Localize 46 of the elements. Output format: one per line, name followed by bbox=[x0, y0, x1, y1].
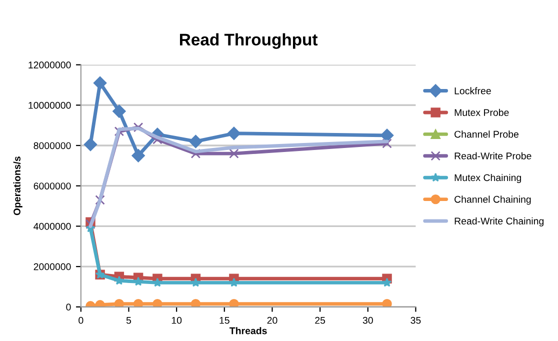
x-tick-label: 25 bbox=[315, 316, 326, 324]
legend-label: Read-Write Chaining bbox=[454, 217, 544, 226]
legend-label: Lockfree bbox=[454, 87, 491, 94]
point bbox=[229, 299, 239, 307]
point bbox=[134, 276, 143, 286]
point bbox=[84, 138, 98, 152]
chart-title: Read Throughput bbox=[180, 33, 318, 49]
point bbox=[191, 278, 200, 287]
point bbox=[114, 299, 124, 307]
x-tick-label: 5 bbox=[126, 316, 132, 324]
point bbox=[382, 299, 392, 307]
x-tick-label: 10 bbox=[172, 316, 182, 324]
y-tick-label: 0 bbox=[66, 304, 71, 311]
point bbox=[229, 278, 239, 287]
point bbox=[152, 299, 162, 307]
point bbox=[189, 134, 202, 148]
y-tick-label: 4000000 bbox=[34, 222, 71, 230]
y-tick-label: 12000000 bbox=[28, 62, 71, 68]
y-tick-label: 6000000 bbox=[34, 182, 71, 190]
x-tick-label: 20 bbox=[267, 316, 278, 324]
point bbox=[152, 278, 162, 287]
y-tick-label: 2000000 bbox=[34, 263, 71, 270]
y-tick-label: 8000000 bbox=[34, 142, 71, 150]
x-tick-label: 35 bbox=[410, 316, 421, 324]
legend-label: Channel Probe bbox=[454, 130, 518, 138]
point bbox=[380, 128, 394, 142]
x-axis-title: Threads bbox=[230, 327, 267, 334]
x-tick-label: 30 bbox=[362, 316, 373, 324]
y-axis-title: Operations/s bbox=[13, 156, 22, 216]
legend-label: Channel Chaining bbox=[454, 196, 531, 205]
point bbox=[229, 148, 239, 158]
point bbox=[190, 299, 201, 307]
y-tick-label: 10000000 bbox=[28, 102, 71, 109]
legend-label: Mutex Chaining bbox=[454, 174, 521, 184]
point bbox=[133, 299, 144, 307]
point bbox=[95, 195, 105, 205]
point bbox=[382, 278, 392, 287]
x-tick-label: 15 bbox=[220, 316, 230, 324]
point bbox=[93, 76, 107, 90]
legend-label: Read-Write Probe bbox=[454, 152, 532, 160]
point bbox=[112, 104, 126, 118]
point bbox=[227, 126, 241, 140]
point bbox=[132, 148, 145, 162]
legend-label: Mutex Probe bbox=[454, 108, 509, 116]
x-tick-label: 0 bbox=[78, 316, 84, 324]
point bbox=[382, 138, 392, 148]
